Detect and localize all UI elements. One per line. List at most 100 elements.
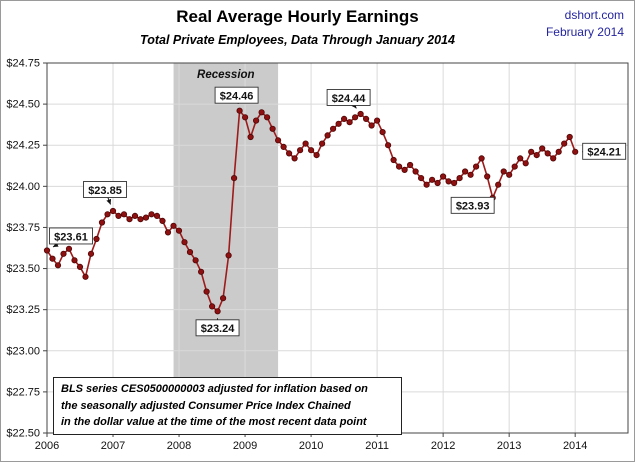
y-tick-label: $24.25 xyxy=(6,140,40,152)
data-point xyxy=(302,140,309,147)
data-point xyxy=(170,222,177,229)
y-tick-label: $24.00 xyxy=(6,181,40,193)
note-line-3: in the dollar value at the time of the m… xyxy=(61,416,367,428)
data-point xyxy=(357,110,364,118)
data-point xyxy=(164,229,172,236)
data-point xyxy=(285,150,293,157)
annotation-label: $24.44 xyxy=(332,93,367,105)
data-point xyxy=(346,119,353,126)
data-point xyxy=(220,295,227,302)
data-point xyxy=(517,155,524,162)
x-tick-label: 2006 xyxy=(35,440,59,452)
data-point xyxy=(209,303,216,310)
x-tick-label: 2012 xyxy=(431,440,455,452)
data-point xyxy=(456,175,463,182)
data-point xyxy=(203,288,210,295)
data-point xyxy=(566,133,573,141)
data-point xyxy=(214,308,221,315)
annotation-box xyxy=(83,181,127,198)
data-point xyxy=(225,252,232,259)
annotation-box xyxy=(49,227,93,245)
data-point xyxy=(71,257,78,264)
data-point xyxy=(467,171,474,178)
data-point xyxy=(434,179,441,187)
data-point xyxy=(82,273,89,280)
data-point xyxy=(307,147,315,154)
data-point xyxy=(417,175,425,182)
note-line-2: the seasonally adjusted Consumer Price I… xyxy=(61,399,351,412)
data-point xyxy=(533,152,540,159)
data-point xyxy=(120,211,128,218)
data-point xyxy=(253,117,260,124)
data-point xyxy=(428,176,436,183)
data-point xyxy=(137,216,144,223)
data-point xyxy=(247,133,254,141)
data-point xyxy=(384,142,392,149)
header: Real Average Hourly Earnings Total Priva… xyxy=(61,7,534,47)
data-point xyxy=(148,211,155,218)
data-point xyxy=(351,114,359,121)
data-point xyxy=(126,216,133,223)
data-point xyxy=(478,155,485,162)
data-point xyxy=(54,262,62,269)
x-tick-label: 2008 xyxy=(167,440,191,452)
data-point xyxy=(472,163,480,170)
source-block: dshort.com February 2014 xyxy=(546,8,624,39)
data-point xyxy=(98,219,106,226)
data-point xyxy=(461,168,469,175)
chart-title: Real Average Hourly Earnings xyxy=(176,7,419,26)
source-link[interactable]: dshort.com xyxy=(564,8,624,22)
data-point xyxy=(450,179,458,187)
x-tick-label: 2013 xyxy=(497,440,521,452)
data-point xyxy=(539,145,546,152)
data-point xyxy=(192,257,199,264)
recession-label: Recession xyxy=(197,69,255,81)
data-point xyxy=(368,122,375,129)
y-tick-label: $23.00 xyxy=(6,345,40,357)
data-point xyxy=(445,178,452,185)
data-point xyxy=(131,212,139,219)
data-point xyxy=(43,247,51,254)
annotation-box xyxy=(214,86,259,104)
data-point xyxy=(406,161,414,169)
data-point xyxy=(511,163,518,170)
data-point xyxy=(373,117,381,124)
annotation-box xyxy=(450,196,495,214)
data-point xyxy=(291,155,298,162)
data-point xyxy=(186,249,194,256)
x-tick-label: 2010 xyxy=(299,440,323,452)
data-point xyxy=(329,125,337,132)
data-point xyxy=(60,250,67,257)
data-point xyxy=(528,148,535,155)
annotation-label: $23.61 xyxy=(54,231,88,243)
data-point xyxy=(484,173,491,180)
data-point xyxy=(390,156,397,164)
chart-subtitle: Total Private Employees, Data Through Ja… xyxy=(140,33,455,47)
y-tick-label: $23.75 xyxy=(6,222,40,234)
annotation-label: $24.46 xyxy=(220,90,254,102)
data-point xyxy=(236,107,243,114)
data-point xyxy=(561,140,568,147)
data-point xyxy=(335,120,342,127)
data-point xyxy=(242,114,249,121)
annotation-box xyxy=(195,319,240,337)
data-point xyxy=(115,212,122,219)
data-point xyxy=(104,211,111,218)
data-point xyxy=(318,140,326,147)
annotation-box xyxy=(582,142,627,160)
data-point xyxy=(379,129,386,136)
data-point xyxy=(296,147,304,154)
annotation-label: $23.24 xyxy=(201,323,236,335)
data-point xyxy=(93,235,100,243)
data-point xyxy=(544,150,551,157)
annotation-box xyxy=(326,89,371,106)
data-point xyxy=(423,181,430,188)
data-point xyxy=(198,268,205,275)
data-point xyxy=(555,148,562,155)
data-point xyxy=(76,263,84,270)
y-tick-label: $24.50 xyxy=(6,99,40,111)
data-point xyxy=(522,160,529,167)
data-point xyxy=(313,152,320,159)
x-tick-label: 2011 xyxy=(365,440,389,452)
